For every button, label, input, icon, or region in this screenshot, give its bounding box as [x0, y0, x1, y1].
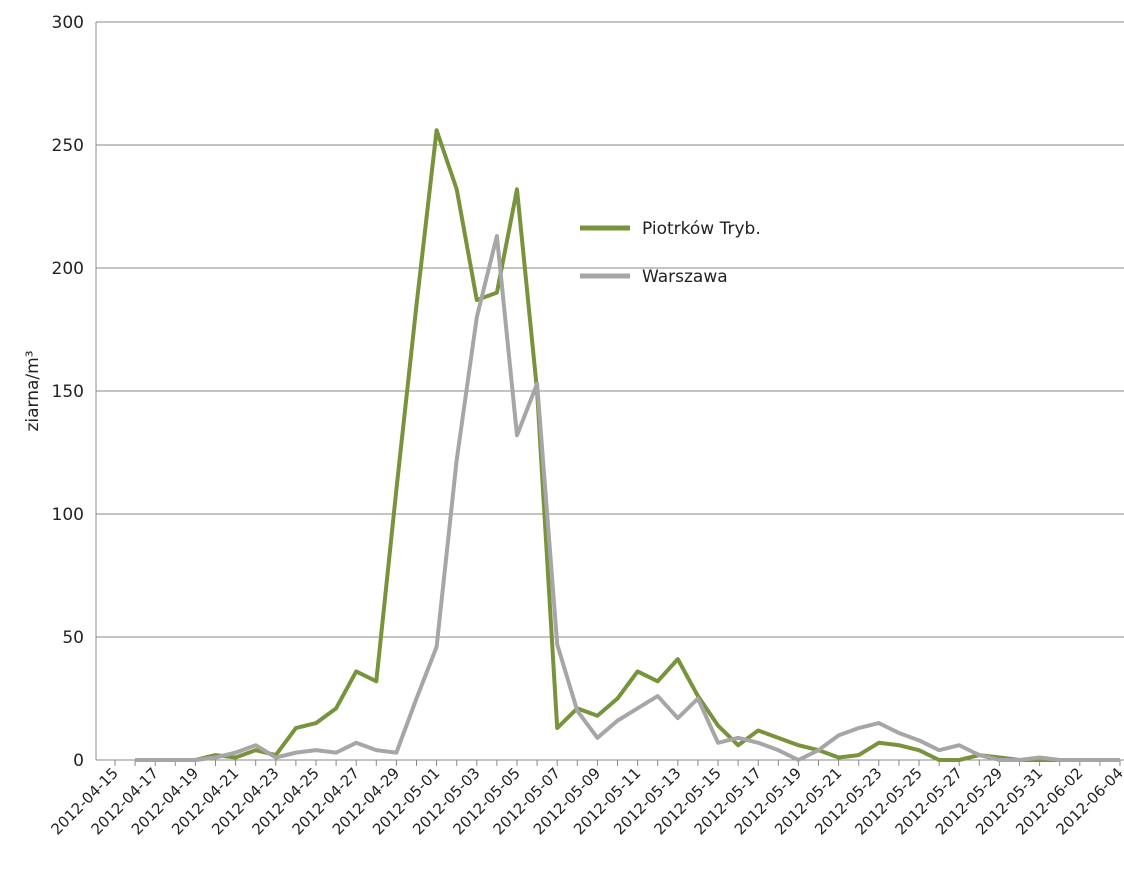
series-line: [135, 234, 1120, 762]
legend-label: Warszawa: [642, 267, 728, 287]
y-tick-label: 0: [73, 751, 84, 771]
y-tick-label: 300: [52, 13, 84, 33]
y-axis-label: ziarna/m³: [23, 350, 43, 431]
y-tick-label: 200: [52, 259, 84, 279]
y-tick-label: 50: [62, 628, 84, 648]
y-tick-label: 250: [52, 136, 84, 156]
legend-label: Piotrków Tryb.: [642, 219, 761, 239]
y-tick-label: 100: [52, 505, 84, 525]
series-line: [135, 128, 1120, 762]
y-tick-label: 150: [52, 382, 84, 402]
